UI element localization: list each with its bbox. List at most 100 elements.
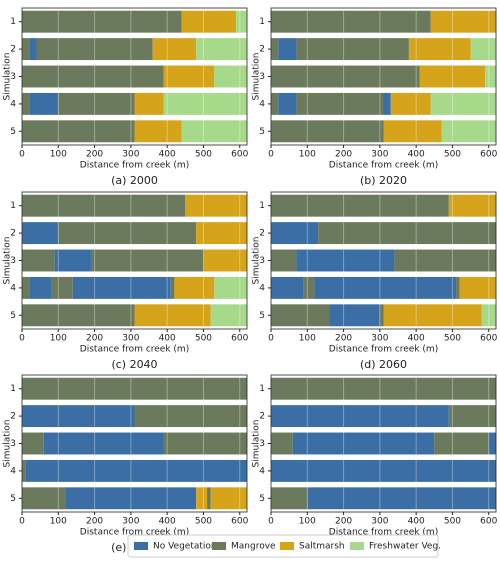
segment <box>271 222 319 245</box>
segment <box>485 65 496 88</box>
segment <box>459 276 496 299</box>
segment <box>303 276 315 299</box>
legend-label: No Vegetation <box>153 542 217 552</box>
segment <box>271 92 279 115</box>
segment <box>22 487 66 510</box>
caption: (d) 2060 <box>360 358 407 371</box>
y-tick-label: 4 <box>10 283 16 293</box>
segment <box>430 10 496 33</box>
x-tick-label: 500 <box>195 517 212 527</box>
x-tick-label: 200 <box>335 150 352 160</box>
x-tick-label: 0 <box>268 517 274 527</box>
x-tick-label: 300 <box>371 334 388 344</box>
segment <box>314 276 457 299</box>
segment <box>163 92 247 115</box>
segment <box>22 377 247 400</box>
x-tick-label: 600 <box>231 150 248 160</box>
segment <box>22 405 135 428</box>
y-tick-label: 4 <box>10 466 16 476</box>
y-tick-label: 2 <box>259 412 265 422</box>
y-axis-label: Simulation <box>252 420 262 468</box>
x-tick-label: 400 <box>159 334 176 344</box>
segment <box>307 487 496 510</box>
x-axis-label: Distance from creek (m) <box>80 345 189 355</box>
x-tick-label: 200 <box>335 334 352 344</box>
segment <box>318 222 496 245</box>
segment <box>456 276 460 299</box>
segment <box>22 222 59 245</box>
segment <box>22 194 186 217</box>
x-tick-label: 300 <box>122 150 139 160</box>
y-tick-label: 4 <box>259 99 265 109</box>
segment <box>22 92 30 115</box>
x-tick-label: 0 <box>19 517 25 527</box>
y-tick-label: 2 <box>10 229 16 239</box>
segment <box>58 92 135 115</box>
segment <box>271 377 496 400</box>
x-tick-label: 200 <box>86 517 103 527</box>
x-tick-label: 400 <box>408 334 425 344</box>
y-tick-label: 2 <box>259 45 265 55</box>
x-tick-label: 100 <box>299 334 316 344</box>
segment <box>51 276 73 299</box>
y-tick-label: 1 <box>10 384 16 394</box>
x-tick-label: 500 <box>444 150 461 160</box>
segment <box>90 249 204 272</box>
segment <box>210 487 247 510</box>
x-tick-label: 600 <box>480 150 497 160</box>
segment <box>134 405 247 428</box>
segment <box>394 249 496 272</box>
x-tick-label: 200 <box>86 150 103 160</box>
y-tick-label: 5 <box>10 494 16 504</box>
segment <box>43 432 164 455</box>
axes-frame <box>21 7 248 146</box>
segment <box>65 487 197 510</box>
segment <box>22 65 164 88</box>
segment <box>430 92 496 115</box>
segment <box>58 222 197 245</box>
segment <box>296 249 395 272</box>
segment <box>134 304 211 327</box>
segment <box>278 38 297 61</box>
x-tick-label: 400 <box>408 150 425 160</box>
x-tick-label: 400 <box>159 517 176 527</box>
x-tick-label: 600 <box>480 334 497 344</box>
segment <box>181 10 237 33</box>
segment <box>29 276 52 299</box>
segment <box>441 120 496 143</box>
y-tick-label: 3 <box>259 439 265 449</box>
segment <box>163 432 247 455</box>
segment <box>408 38 471 61</box>
y-tick-label: 5 <box>259 311 265 321</box>
axes-frame <box>270 374 497 513</box>
y-tick-label: 3 <box>259 72 265 82</box>
x-axis-label: Distance from creek (m) <box>329 345 438 355</box>
x-tick-label: 0 <box>268 334 274 344</box>
segment <box>271 10 431 33</box>
segment <box>54 249 91 272</box>
x-tick-label: 200 <box>86 334 103 344</box>
segment <box>134 120 182 143</box>
segment <box>36 38 153 61</box>
segment <box>163 65 215 88</box>
segment <box>481 304 496 327</box>
segment <box>22 276 30 299</box>
x-tick-label: 100 <box>50 517 67 527</box>
x-tick-label: 200 <box>335 517 352 527</box>
segment <box>448 194 496 217</box>
segment <box>271 459 496 482</box>
segment <box>271 194 449 217</box>
legend-swatch <box>280 542 294 550</box>
legend-label: Mangrove <box>231 542 276 552</box>
segment <box>22 38 30 61</box>
segment <box>271 120 384 143</box>
segment <box>22 249 55 272</box>
segment <box>196 38 247 61</box>
y-tick-label: 4 <box>10 99 16 109</box>
segment <box>271 38 279 61</box>
segment <box>29 92 59 115</box>
segment <box>296 38 409 61</box>
segment <box>236 10 247 33</box>
axes-frame <box>270 191 497 330</box>
